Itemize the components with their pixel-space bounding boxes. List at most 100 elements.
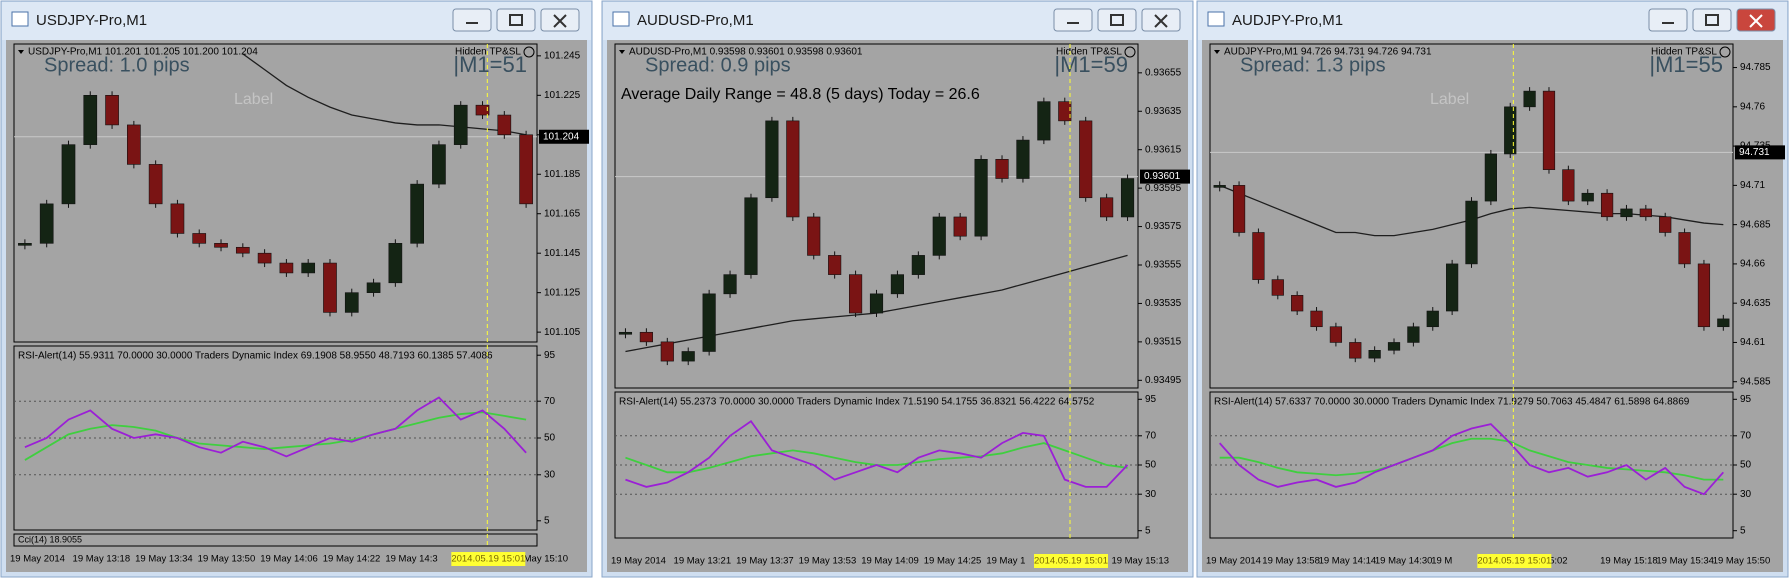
time-label: 19 M <box>1431 556 1452 567</box>
time-label: 19 May 14:14 <box>1319 556 1377 567</box>
rsi-line <box>1219 423 1724 496</box>
dropdown-arrow[interactable] <box>619 50 625 54</box>
candle <box>1291 295 1304 312</box>
time-label: 19 May 2014 <box>1206 556 1261 567</box>
dropdown-arrow[interactable] <box>18 50 24 54</box>
title-bar <box>2 2 591 40</box>
candle <box>1717 318 1730 328</box>
time-label: 19 May 14:22 <box>323 554 381 565</box>
current-price-label: 94.731 <box>1739 147 1770 158</box>
rsi-tick-label: 30 <box>1145 489 1157 500</box>
candle <box>1079 120 1093 199</box>
m1-counter: |M1=59 <box>1054 52 1128 77</box>
rsi-header: RSI-Alert(14) 55.9311 70.0000 30.0000 Tr… <box>18 351 493 362</box>
close-icon <box>1749 14 1763 28</box>
minimize-button[interactable] <box>452 8 492 32</box>
smiley <box>1124 46 1136 58</box>
candle <box>1329 326 1343 343</box>
time-label: 19 May 14:25 <box>924 556 982 567</box>
rsi-tick-label: 5 <box>1145 525 1151 536</box>
candle <box>148 164 163 205</box>
y-tick-label: 94.71 <box>1740 180 1765 191</box>
candle <box>453 104 468 145</box>
y-tick-label: 101.125 <box>544 287 581 298</box>
rsi-tick-label: 95 <box>1145 394 1157 405</box>
y-tick-label: 94.76 <box>1740 101 1765 112</box>
window-icon <box>1207 11 1225 27</box>
dropdown-arrow[interactable] <box>1214 50 1220 54</box>
chart-label: Label <box>234 91 273 108</box>
current-price-label: 101.204 <box>543 131 580 142</box>
spread: Spread: 1.3 pips <box>1240 54 1386 76</box>
candle <box>1310 310 1323 328</box>
main-panel <box>1209 43 1734 389</box>
candle <box>344 292 359 313</box>
time-label: 19 May 15:50 <box>1713 556 1771 567</box>
time-marker-box <box>1477 554 1552 568</box>
y-tick-label: 94.61 <box>1740 337 1765 348</box>
time-label: 19 May 14:09 <box>861 556 919 567</box>
minimize-button[interactable] <box>1053 8 1093 32</box>
spread: Spread: 0.9 pips <box>645 54 791 76</box>
candle <box>388 243 403 284</box>
candle <box>1252 232 1265 280</box>
main-panel <box>13 43 538 343</box>
rsi-tick-label: 70 <box>1145 430 1157 441</box>
chart-header: AUDJPY-Pro,M1 94.726 94.731 94.726 94.73… <box>1224 47 1432 58</box>
maximize-button[interactable] <box>496 8 536 32</box>
candle <box>475 104 490 116</box>
window-icon <box>11 11 29 27</box>
candle <box>849 274 863 314</box>
time-label: 19 May 1 <box>986 556 1025 567</box>
window-title: USDJPY-Pro,M1 <box>36 12 147 29</box>
rsi-tick-label: 50 <box>544 433 556 444</box>
candle <box>61 144 76 205</box>
rsi-tick-label: 5 <box>544 515 550 526</box>
candle <box>1349 342 1362 359</box>
candle <box>1120 178 1135 218</box>
m1-counter: |M1=51 <box>453 52 527 77</box>
time-label: 19 May 15:13 <box>1111 556 1169 567</box>
candle <box>974 159 988 237</box>
candle <box>890 274 904 295</box>
candle <box>995 159 1009 179</box>
close-icon <box>1154 14 1168 28</box>
time-marker-label: 2014.05.19 15:01 <box>1477 556 1551 567</box>
y-tick-label: 101.225 <box>544 90 581 101</box>
y-tick-label: 94.66 <box>1740 259 1765 270</box>
candle <box>83 95 98 145</box>
y-tick-label: 0.93635 <box>1145 106 1182 117</box>
candle <box>702 293 716 352</box>
rsi-tick-label: 70 <box>1740 430 1752 441</box>
maximize-button[interactable] <box>1692 8 1732 32</box>
candle <box>1100 197 1114 218</box>
window-title: AUDJPY-Pro,M1 <box>1232 12 1343 29</box>
y-tick-label: 101.185 <box>544 169 581 180</box>
y-tick-label: 0.93535 <box>1145 298 1182 309</box>
candle <box>1407 326 1420 343</box>
rsi-line <box>625 419 1129 488</box>
candle <box>869 293 884 314</box>
maximize-button[interactable] <box>1097 8 1137 32</box>
candle <box>235 246 250 254</box>
y-tick-label: 0.93495 <box>1145 375 1182 386</box>
time-label: 19 May 13:34 <box>135 554 193 565</box>
candle <box>192 233 207 244</box>
current-price-box <box>1735 145 1785 160</box>
candle <box>1465 200 1478 265</box>
candle <box>127 124 141 165</box>
hidden-tpsl: Hidden TP&SL <box>1056 47 1122 58</box>
moving-average <box>242 53 527 136</box>
minimize-button[interactable] <box>1648 8 1688 32</box>
candle <box>432 144 446 185</box>
m1-counter: |M1=55 <box>1649 52 1723 77</box>
y-tick-label: 94.685 <box>1740 219 1771 230</box>
y-tick-label: 0.93655 <box>1145 67 1182 78</box>
candle <box>1697 263 1711 328</box>
window-title: AUDUSD-Pro,M1 <box>637 12 754 29</box>
candle <box>301 262 316 274</box>
candle <box>279 262 294 274</box>
maximize-icon <box>1110 14 1124 26</box>
y-tick-label: 94.635 <box>1740 298 1771 309</box>
